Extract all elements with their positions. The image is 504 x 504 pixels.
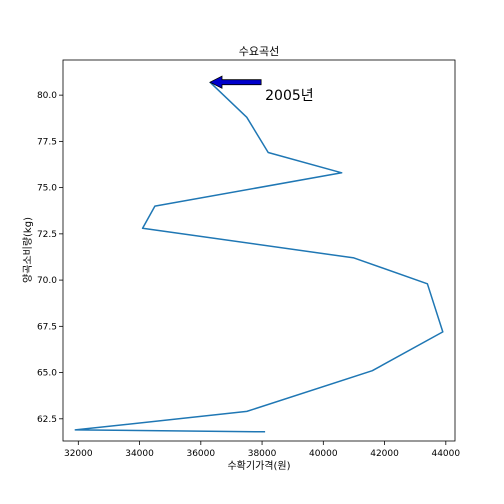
y-tick-label: 62.5 — [37, 415, 57, 425]
y-tick-label: 70.0 — [37, 276, 57, 286]
annotation-label: 2005년 — [265, 88, 314, 104]
x-tick-label: 44000 — [431, 449, 460, 459]
chart-title: 수요곡선 — [239, 45, 279, 58]
y-tick-label: 80.0 — [37, 91, 57, 101]
x-tick-label: 38000 — [248, 449, 277, 459]
x-tick-label: 34000 — [125, 449, 154, 459]
y-tick-label: 67.5 — [37, 322, 57, 332]
y-axis-label: 양곡소비량(kg) — [22, 217, 34, 283]
plot-area: 32000 34000 36000 38000 40000 42000 44000 62.5 6… — [37, 75, 460, 459]
series-line — [74, 81, 444, 433]
x-tick-label: 40000 — [309, 449, 338, 459]
x-tick-label: 36000 — [186, 449, 215, 459]
x-axis-label: 수확기가격(원) — [227, 459, 290, 472]
annotation-arrow — [209, 75, 262, 89]
x-tick-label: 42000 — [370, 449, 399, 459]
x-tick-label: 32000 — [64, 449, 93, 459]
y-tick-label: 65.0 — [37, 369, 57, 379]
plot-frame — [62, 59, 456, 442]
y-tick-label: 75.0 — [37, 184, 57, 194]
y-tick-label: 77.5 — [37, 137, 57, 147]
y-tick-label: 72.5 — [37, 230, 57, 240]
